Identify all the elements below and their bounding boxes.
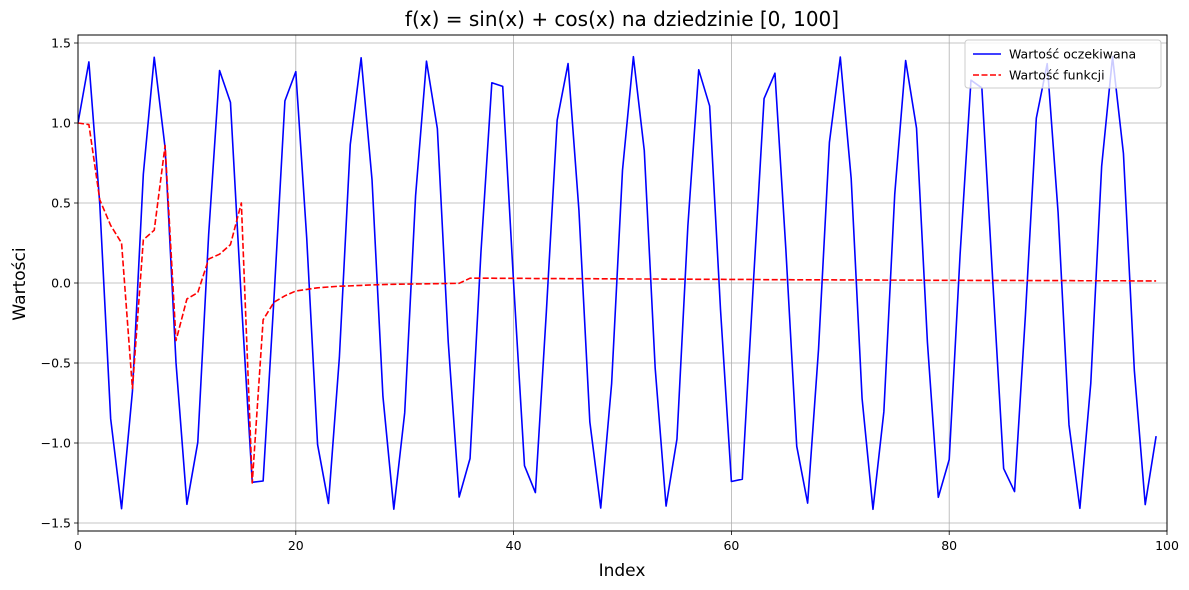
y-axis-title: Wartości [10,247,30,320]
x-tick-label: 100 [1155,538,1179,553]
legend-box [964,39,1162,89]
x-tick-label: 40 [506,538,522,553]
y-tick-label: −0.5 [41,356,71,371]
y-tick-label: 0.5 [51,196,71,211]
y-tick-label: 1.5 [51,36,71,51]
ticks: 0 20 40 60 80 100 −1.5 −1.0 −0.5 0.0 0.5 1.0 1.5 [41,36,1179,554]
x-tick-label: 0 [74,538,82,553]
legend-label: Wartość funkcji [1009,68,1105,83]
y-tick-label: −1.0 [41,436,71,451]
x-tick-label: 20 [288,538,304,553]
y-tick-label: −1.5 [41,516,71,531]
legend-label: Wartość oczekiwana [1009,47,1136,62]
legend: Wartość oczekiwana Wartość funkcji [964,39,1162,89]
chart-title: f(x) = sin(x) + cos(x) na dziedzinie [0,… [405,7,839,31]
x-tick-label: 60 [723,538,739,553]
series-line-2 [78,122,1157,484]
y-tick-label: 0.0 [51,276,71,291]
x-tick-label: 80 [941,538,957,553]
y-tick-label: 1.0 [51,116,71,131]
x-axis-title: Index [599,561,646,581]
